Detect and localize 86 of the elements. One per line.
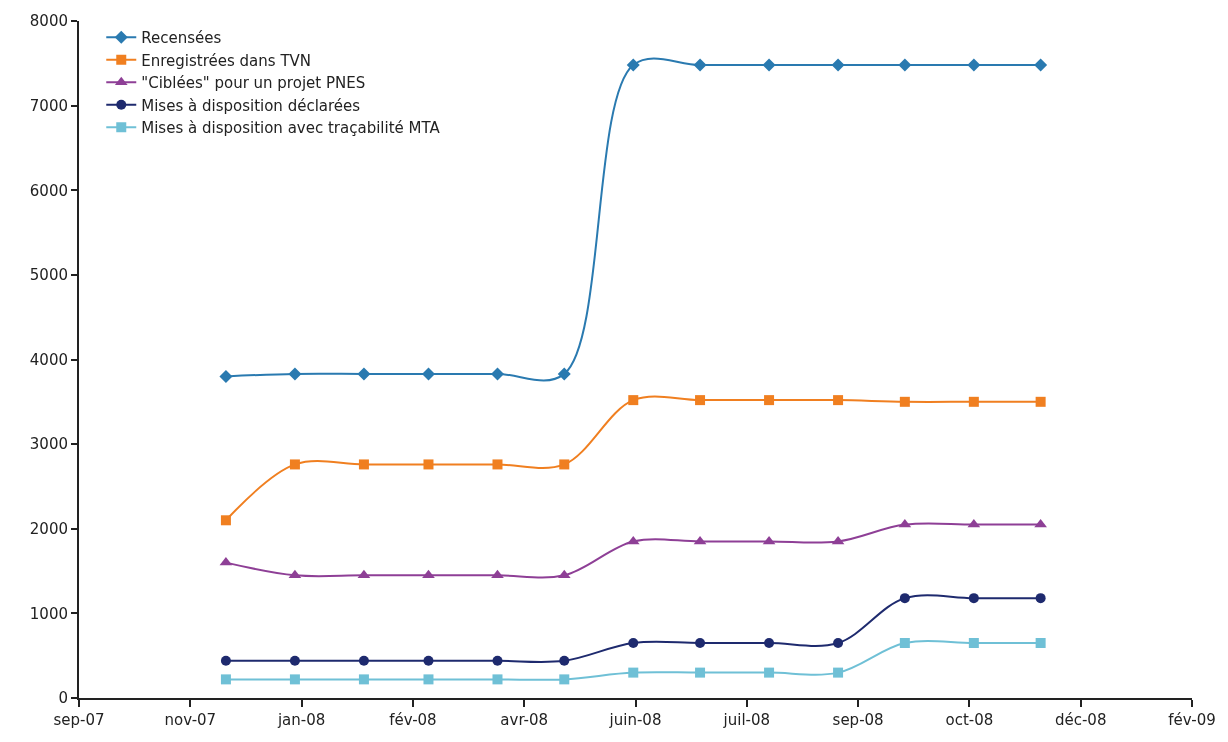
point [833, 667, 844, 678]
point [423, 674, 434, 685]
point [557, 367, 571, 381]
point [557, 569, 571, 579]
point [693, 535, 707, 545]
point [762, 58, 776, 72]
point [695, 637, 706, 648]
point [220, 515, 231, 526]
y-tick-label: 6000 [29, 181, 68, 200]
point [1035, 593, 1046, 604]
point [626, 535, 640, 545]
x-tick-label: oct-08 [945, 711, 994, 729]
point [423, 655, 434, 666]
point [968, 396, 979, 407]
x-tick-label: déc-08 [1054, 711, 1107, 729]
legend-label: Mises à disposition déclarées [141, 96, 361, 115]
point [289, 459, 300, 470]
y-tick-label: 5000 [29, 266, 68, 285]
point [626, 58, 640, 72]
point [490, 367, 504, 381]
point [358, 674, 369, 685]
point [899, 396, 910, 407]
point [628, 395, 639, 406]
point [559, 655, 570, 666]
point [899, 637, 910, 648]
y-tick-label: 7000 [29, 96, 68, 115]
point [288, 367, 302, 381]
point [422, 569, 435, 579]
point [423, 459, 434, 470]
point [288, 569, 302, 579]
point [559, 674, 570, 685]
point [421, 367, 435, 381]
point [762, 535, 776, 545]
point [220, 674, 231, 685]
legend-label: "Ciblées" pour un projet PNES [141, 74, 366, 93]
point [764, 637, 775, 648]
x-tick-label: nov-07 [164, 711, 217, 729]
point [764, 667, 775, 678]
point [898, 58, 912, 72]
point [695, 395, 706, 406]
point [358, 459, 369, 470]
point [968, 593, 979, 604]
y-tick-label: 3000 [29, 435, 68, 454]
x-tick-label: avr-08 [500, 711, 549, 729]
x-tick-label: fév-08 [389, 711, 437, 729]
point [559, 459, 570, 470]
point [628, 637, 639, 648]
point [492, 655, 503, 666]
point [1034, 58, 1048, 72]
x-tick-label: fév-09 [1168, 711, 1216, 729]
point [833, 637, 844, 648]
point [899, 593, 910, 604]
point [833, 395, 844, 406]
y-tick-label: 1000 [29, 604, 68, 623]
point [492, 674, 503, 685]
legend-label: Enregistrées dans TVN [141, 51, 312, 70]
point [289, 674, 300, 685]
legend-label: Recensées [141, 29, 222, 48]
y-tick-label: 4000 [29, 350, 68, 369]
x-tick-label: sep-07 [53, 711, 105, 729]
point [357, 367, 371, 381]
point [1035, 637, 1046, 648]
point [628, 667, 639, 678]
legend-label: Mises à disposition avec traçabilité MTA [141, 119, 441, 138]
point [831, 58, 845, 72]
x-tick-label: juil-08 [722, 711, 771, 729]
y-tick-label: 8000 [29, 12, 68, 31]
point [968, 637, 979, 648]
point [967, 58, 981, 72]
point [693, 58, 707, 72]
x-tick-label: sep-08 [832, 711, 884, 729]
point [1035, 396, 1046, 407]
point [358, 655, 369, 666]
x-tick-label: jan-08 [276, 711, 326, 729]
point [357, 569, 371, 579]
point [492, 459, 503, 470]
point [220, 655, 231, 666]
point [831, 535, 845, 545]
point [289, 655, 300, 666]
point [219, 369, 233, 383]
x-tick-label: juin-08 [608, 711, 662, 729]
point [491, 569, 504, 579]
point [695, 667, 706, 678]
y-tick-label: 0 [58, 689, 68, 708]
y-tick-label: 2000 [29, 520, 68, 538]
point [764, 395, 775, 406]
